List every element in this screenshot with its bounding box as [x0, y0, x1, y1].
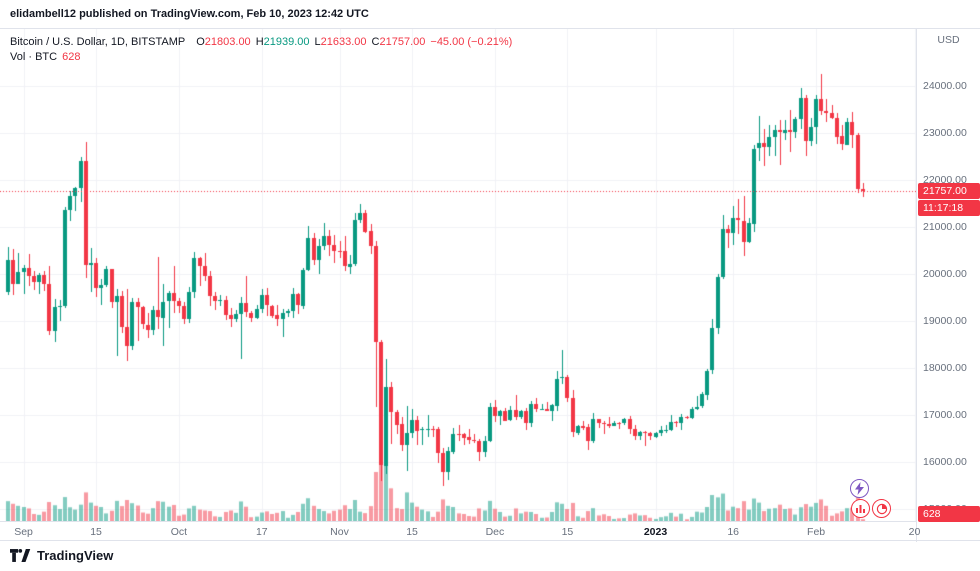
publish-info-bar: elidambell12 published on TradingView.co…: [0, 0, 980, 28]
price-tick-label: 21000.00: [923, 221, 967, 233]
volume-label[interactable]: Vol · BTC: [10, 51, 58, 63]
time-tick-label: Nov: [330, 526, 349, 538]
price-tick-label: 18000.00: [923, 362, 967, 374]
price-tick-label: 24000.00: [923, 80, 967, 92]
change-value: −45.00 (−0.21%): [430, 36, 513, 48]
time-tick-label: Dec: [485, 526, 505, 538]
open-label: O: [196, 36, 205, 48]
tradingview-logo-icon: [10, 549, 31, 562]
time-tick-label: Sep: [14, 526, 33, 538]
price-tick-label: 16000.00: [923, 456, 967, 468]
chart-legend: Bitcoin / U.S. Dollar, 1D, BITSTAMP O 21…: [10, 35, 512, 65]
price-axis[interactable]: USD 21757.00 11:17:18 628 24000.00 23000.…: [916, 29, 980, 542]
time-tick-label: 15: [406, 526, 418, 538]
price-scale-currency[interactable]: USD: [937, 34, 960, 46]
reaction-pie-chart-icon[interactable]: [872, 499, 891, 518]
lightning-icon: [855, 482, 864, 495]
tradingview-logo[interactable]: TradingView: [10, 548, 113, 563]
brand-name: TradingView: [37, 548, 114, 563]
close-value: 21757.00: [379, 36, 426, 48]
time-tick-label: 16: [727, 526, 740, 538]
price-tick-label: 23000.00: [923, 127, 967, 139]
high-value: 21939.00: [263, 36, 310, 48]
publish-info-text: elidambell12 published on TradingView.co…: [10, 8, 369, 20]
price-tick-label: 19000.00: [923, 315, 967, 327]
price-tick-label: 20000.00: [923, 268, 967, 280]
time-tick-label: Oct: [170, 526, 188, 538]
candlestick-chart-canvas[interactable]: [0, 29, 916, 521]
last-price-badge: 21757.00: [918, 182, 980, 199]
low-value: 21633.00: [320, 36, 367, 48]
volume-badge: 628: [918, 506, 980, 522]
time-tick-label: Feb: [807, 526, 826, 538]
pie-chart-icon: [876, 503, 887, 514]
time-tick-label: 15: [561, 526, 574, 538]
time-axis[interactable]: Sep 15 Oct 17 Nov 15 Dec 15 2023 16 Feb 20: [0, 521, 920, 542]
time-tick-label: 20: [908, 526, 921, 538]
volume-row: Vol · BTC 628: [10, 50, 512, 65]
chart-area: Bitcoin / U.S. Dollar, 1D, BITSTAMP O 21…: [0, 28, 980, 542]
open-value: 21803.00: [204, 36, 251, 48]
time-tick-label: 17: [255, 526, 268, 538]
countdown-badge: 11:17:18: [918, 199, 980, 216]
bar-chart-icon: [856, 505, 865, 513]
boost-lightning-icon[interactable]: [850, 479, 869, 498]
footer-bar: TradingView: [0, 541, 980, 570]
reaction-bar-chart-icon[interactable]: [851, 499, 870, 518]
low-label: L: [314, 36, 321, 48]
price-tick-label: 17000.00: [923, 409, 967, 421]
symbol-title[interactable]: Bitcoin / U.S. Dollar, 1D, BITSTAMP: [10, 36, 186, 48]
symbol-ohlc-row: Bitcoin / U.S. Dollar, 1D, BITSTAMP O 21…: [10, 35, 512, 50]
close-label: C: [371, 36, 380, 48]
time-tick-label: 2023: [643, 526, 668, 538]
time-tick-label: 15: [90, 526, 102, 538]
high-label: H: [255, 36, 264, 48]
volume-value: 628: [62, 51, 81, 63]
